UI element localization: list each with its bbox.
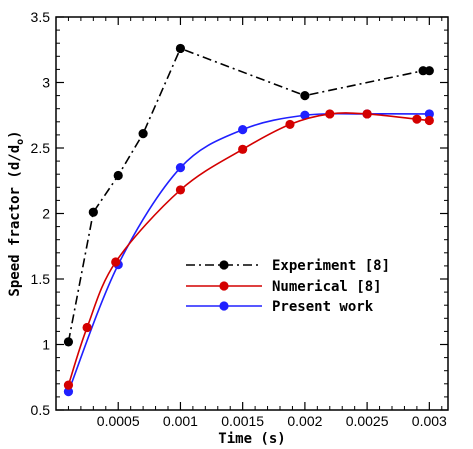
series-layer — [63, 43, 434, 397]
data-point-0 — [175, 43, 186, 54]
data-point-2 — [175, 163, 186, 173]
data-point-1 — [111, 257, 121, 267]
y-axis-label-subscript: o — [15, 139, 26, 145]
y-tick-label: 3 — [42, 75, 50, 91]
data-point-2 — [424, 109, 434, 119]
data-point-1 — [63, 380, 74, 390]
data-point-1 — [238, 144, 248, 154]
data-point-0 — [424, 66, 434, 76]
data-point-0 — [88, 207, 98, 217]
data-point-2 — [238, 125, 248, 135]
y-tick-label: 1 — [42, 337, 50, 353]
data-point-1 — [362, 109, 372, 119]
series-line-1 — [67, 112, 430, 386]
data-point-1 — [325, 109, 335, 119]
y-axis-label: Speed fractor (d/do) — [7, 130, 26, 296]
tick-labels-layer: 0.0005 0.001 0.0015 0.002 0.0025 0.003 0.5 1 1.5… — [31, 9, 448, 429]
y-tick-label: 2.5 — [31, 140, 51, 156]
data-point-2 — [63, 387, 74, 397]
data-point-1 — [424, 115, 434, 126]
y-axis-label-close: ) — [7, 130, 23, 138]
data-point-1 — [285, 119, 295, 130]
data-point-0 — [63, 337, 74, 347]
legend-marker-1 — [219, 281, 229, 291]
x-tick-label: 0.0015 — [221, 413, 264, 429]
series-line-0 — [67, 47, 430, 343]
data-point-2 — [300, 110, 310, 120]
legend-label-2: Present work — [272, 299, 374, 315]
legend-marker-0 — [219, 260, 229, 270]
y-tick-label: 3.5 — [31, 9, 51, 25]
y-tick-label: 1.5 — [31, 271, 51, 287]
x-tick-label: 0.003 — [412, 413, 447, 429]
y-axis-label-main: Speed fractor (d/d — [7, 145, 23, 297]
x-tick-label: 0.001 — [163, 413, 198, 429]
ticks-layer — [56, 16, 448, 411]
x-tick-label: 0.002 — [287, 413, 322, 429]
x-tick-label: 0.0005 — [97, 413, 140, 429]
data-point-1 — [82, 322, 92, 333]
data-point-0 — [300, 91, 310, 101]
x-tick-label: 0.0025 — [346, 413, 389, 429]
x-axis-label: Time (s) — [218, 431, 285, 447]
legend: Experiment [8] Numerical [8] Present work — [186, 258, 390, 315]
legend-label-0: Experiment [8] — [272, 258, 390, 274]
legend-label-1: Numerical [8] — [272, 279, 382, 295]
data-point-0 — [113, 170, 123, 181]
data-point-0 — [138, 128, 148, 139]
legend-marker-2 — [219, 301, 229, 311]
data-point-1 — [175, 185, 186, 195]
y-tick-label: 2 — [42, 206, 50, 222]
y-tick-label: 0.5 — [31, 402, 51, 418]
data-point-1 — [412, 114, 422, 124]
